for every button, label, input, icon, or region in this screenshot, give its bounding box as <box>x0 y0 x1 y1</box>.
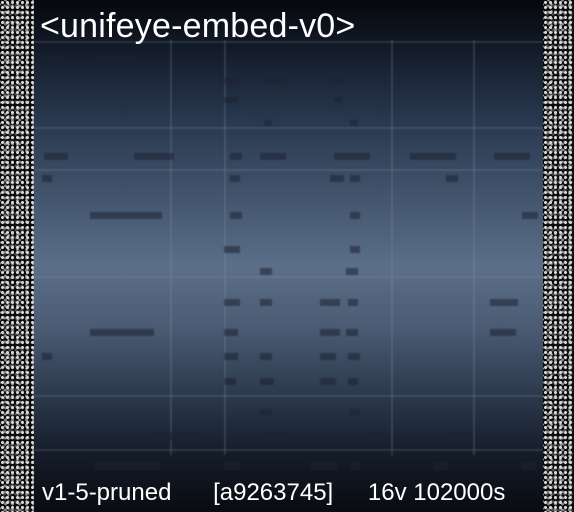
sample-caption: v1-5-pruned [a9263745] 16v 102000s <box>42 479 505 507</box>
model-hash-label: [a9263745] <box>213 479 334 506</box>
blurred-glyphs <box>42 56 538 470</box>
model-version-label: v1-5-pruned <box>42 479 172 506</box>
run-info-label: 16v 102000s <box>367 479 506 506</box>
blurred-table-icon <box>34 40 543 470</box>
right-noise-border <box>543 0 574 512</box>
model-title: <unifeye-embed-v0> <box>40 7 356 45</box>
left-noise-border <box>0 0 34 512</box>
generated-image <box>34 0 543 512</box>
table-grid <box>34 40 543 455</box>
